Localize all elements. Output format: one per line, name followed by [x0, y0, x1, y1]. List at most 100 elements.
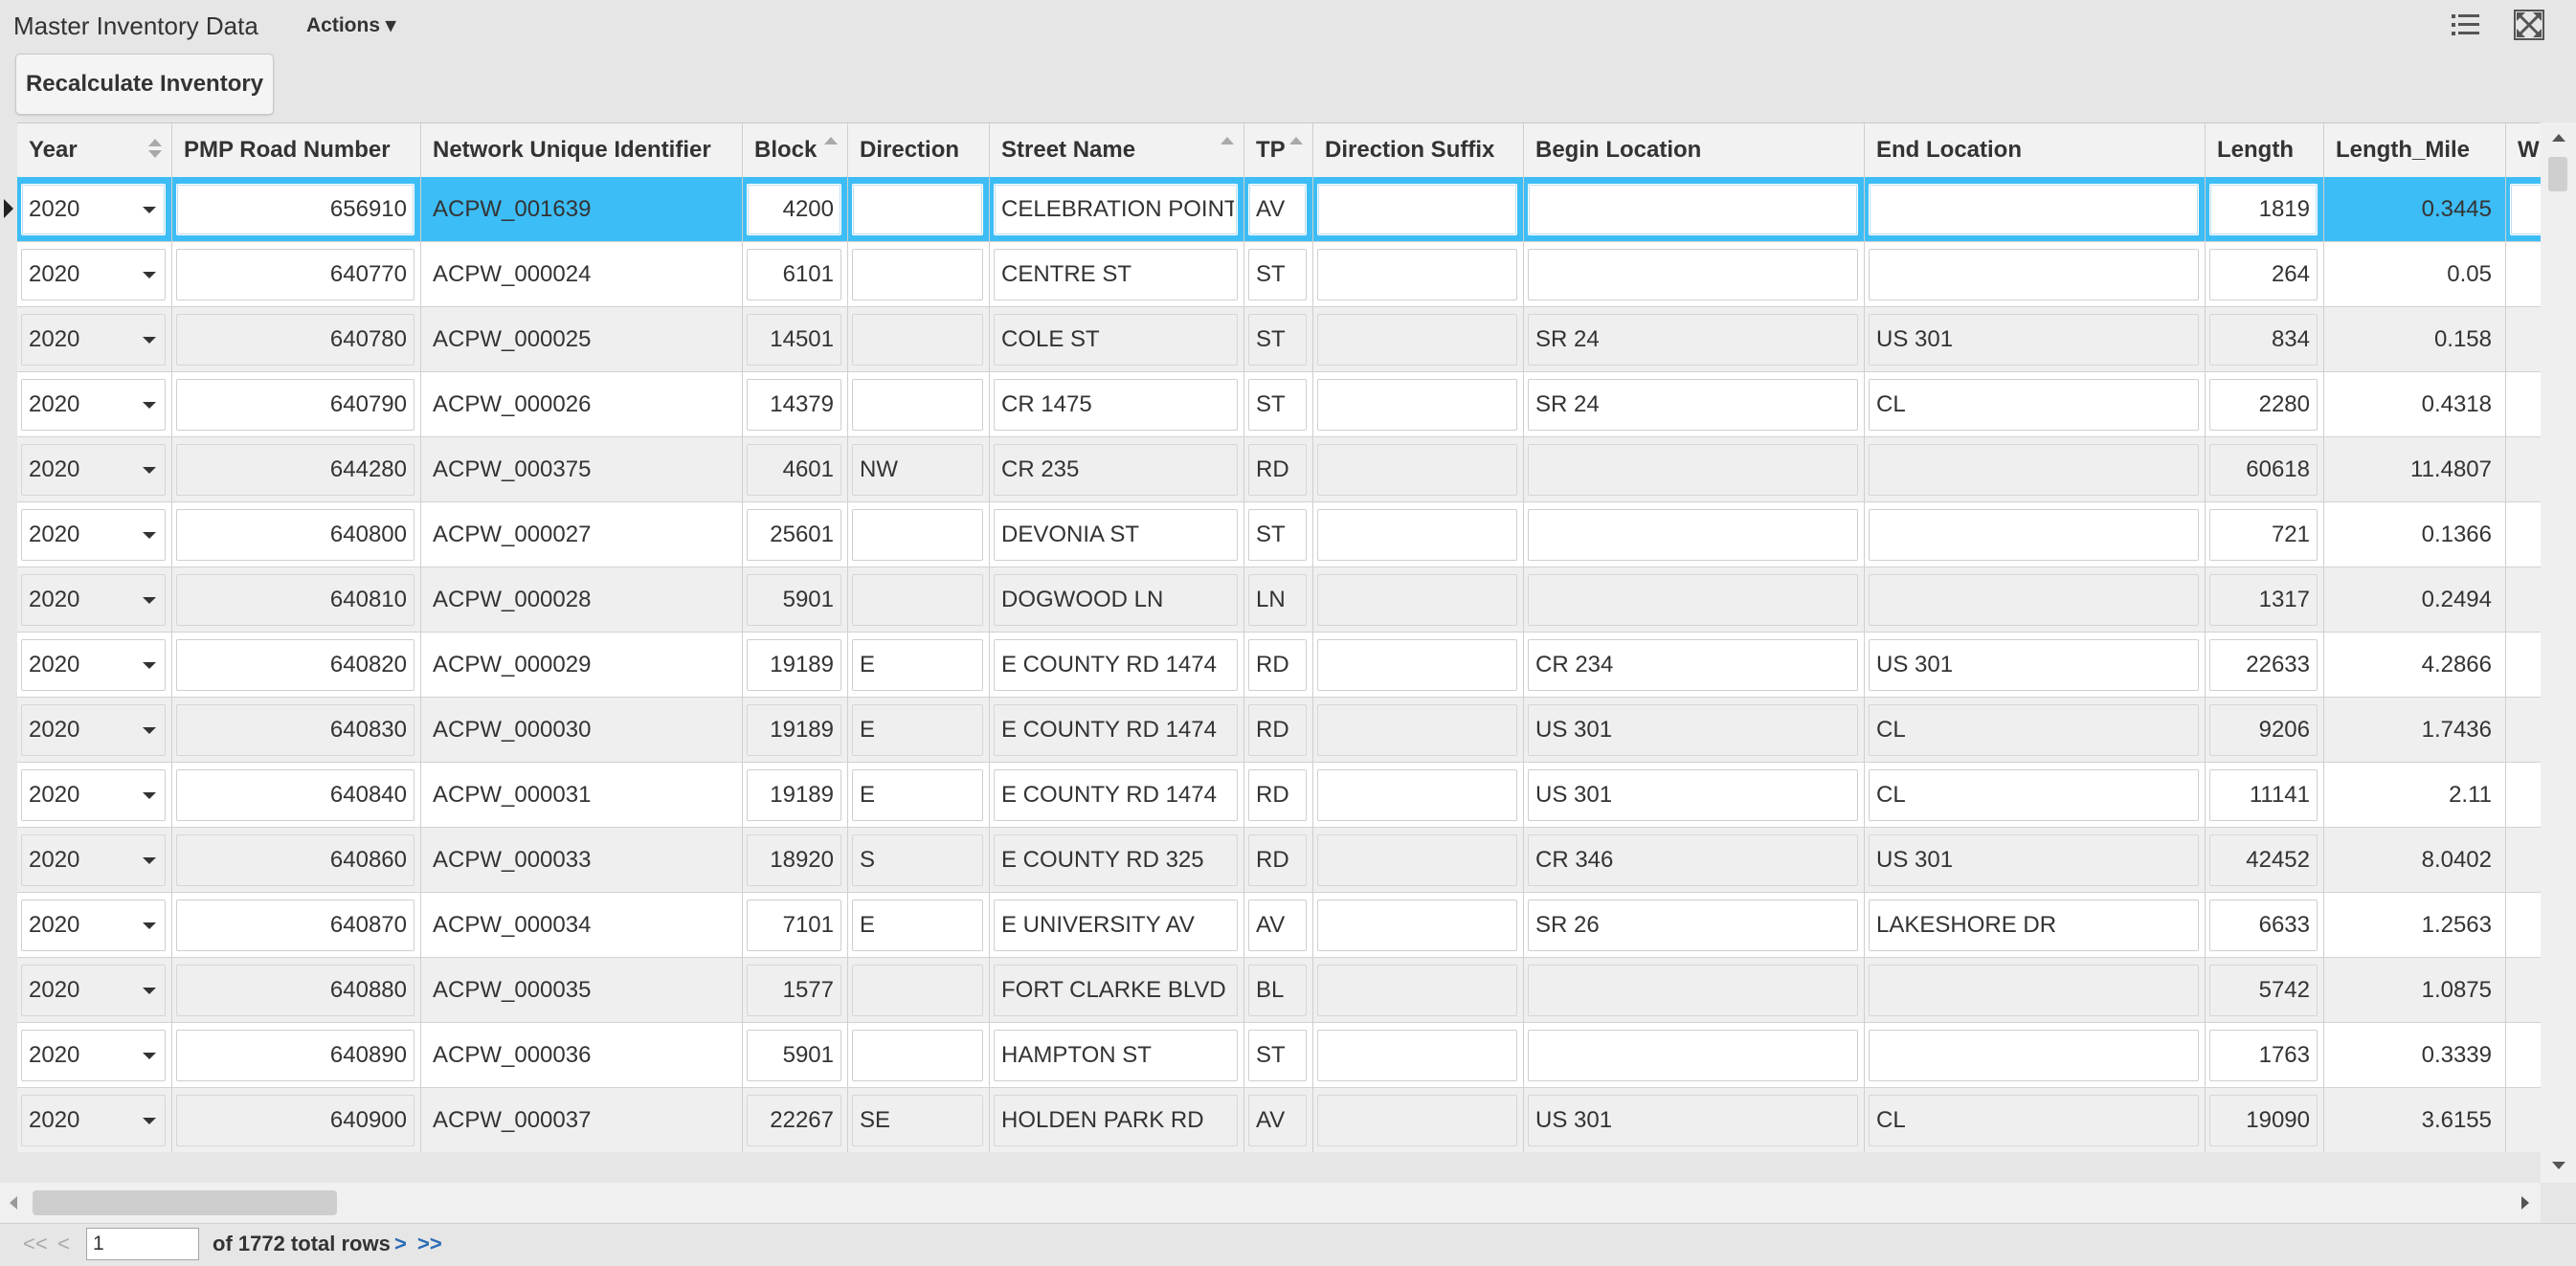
- cell-block[interactable]: 19189: [743, 698, 848, 762]
- cell-year[interactable]: 2020: [17, 1088, 172, 1152]
- cell-editor[interactable]: [176, 379, 414, 431]
- cell-editor[interactable]: [2209, 900, 2318, 951]
- cell-pmp[interactable]: 640800: [172, 502, 421, 566]
- cell-wi[interactable]: [2506, 177, 2541, 241]
- cell-nui[interactable]: ACPW_000035: [421, 958, 743, 1022]
- cell-pmp[interactable]: 640860: [172, 828, 421, 892]
- table-row[interactable]: 2020 640770 ACPW_000024 6101 CENTRE ST ST 264 0…: [17, 242, 2541, 307]
- cell-wi[interactable]: [2506, 567, 2541, 632]
- cell-wi[interactable]: [2506, 893, 2541, 957]
- cell-nui[interactable]: ACPW_000031: [421, 763, 743, 827]
- cell-length[interactable]: 11141: [2206, 763, 2324, 827]
- cell-begin[interactable]: [1524, 437, 1865, 501]
- cell-tp[interactable]: ST: [1244, 372, 1313, 436]
- chevron-down-icon[interactable]: [143, 792, 156, 799]
- cell-editor[interactable]: [747, 900, 841, 951]
- cell-editor[interactable]: [1869, 769, 2199, 821]
- cell-editor[interactable]: [1317, 639, 1517, 691]
- column-header-end[interactable]: End Location: [1865, 123, 2206, 177]
- table-row[interactable]: 2020 640820 ACPW_000029 19189 E E COUNTY RD 1…: [17, 633, 2541, 698]
- cell-street[interactable]: CENTRE ST: [990, 242, 1244, 306]
- vertical-scroll-thumb[interactable]: [2548, 157, 2567, 191]
- cell-length-mile[interactable]: 1.2563: [2324, 893, 2506, 957]
- cell-begin[interactable]: SR 24: [1524, 307, 1865, 371]
- cell-length-mile[interactable]: 1.7436: [2324, 698, 2506, 762]
- cell-end[interactable]: US 301: [1865, 633, 2206, 697]
- cell-street[interactable]: CR 1475: [990, 372, 1244, 436]
- cell-tp[interactable]: AV: [1244, 1088, 1313, 1152]
- cell-dirsuffix[interactable]: [1313, 958, 1524, 1022]
- table-row[interactable]: 2020 640810 ACPW_000028 5901 DOGWOOD LN LN 131…: [17, 567, 2541, 633]
- cell-pmp[interactable]: 640790: [172, 372, 421, 436]
- table-row-selected[interactable]: 2020 656910 ACPW_001639 4200 CELEBRATION POI…: [17, 177, 2541, 242]
- cell-length-mile[interactable]: 11.4807: [2324, 437, 2506, 501]
- cell-direction[interactable]: [848, 1023, 990, 1087]
- cell-editor[interactable]: [1248, 509, 1307, 561]
- cell-direction[interactable]: NW: [848, 437, 990, 501]
- cell-length-mile[interactable]: 0.4318: [2324, 372, 2506, 436]
- table-row[interactable]: 2020 640790 ACPW_000026 14379 CR 1475 ST SR 24…: [17, 372, 2541, 437]
- cell-tp[interactable]: LN: [1244, 567, 1313, 632]
- cell-editor[interactable]: [176, 834, 414, 886]
- column-header-pmp[interactable]: PMP Road Number: [172, 123, 421, 177]
- cell-block[interactable]: 4200: [743, 177, 848, 241]
- cell-editor[interactable]: [747, 314, 841, 366]
- cell-tp[interactable]: RD: [1244, 633, 1313, 697]
- cell-editor[interactable]: [1248, 834, 1307, 886]
- cell-nui[interactable]: ACPW_000027: [421, 502, 743, 566]
- cell-editor[interactable]: [1317, 965, 1517, 1016]
- chevron-down-icon[interactable]: [143, 1118, 156, 1124]
- column-header-tp[interactable]: TP: [1244, 123, 1313, 177]
- table-row[interactable]: 2020 640830 ACPW_000030 19189 E E COUNTY RD 1…: [17, 698, 2541, 763]
- cell-editor[interactable]: [1869, 314, 2199, 366]
- cell-editor[interactable]: [1528, 249, 1858, 300]
- table-row[interactable]: 2020 640890 ACPW_000036 5901 HAMPTON ST ST 176…: [17, 1023, 2541, 1088]
- chevron-down-icon[interactable]: [143, 1053, 156, 1059]
- year-select[interactable]: [21, 509, 166, 561]
- scroll-down-icon[interactable]: [2552, 1162, 2565, 1169]
- cell-begin[interactable]: US 301: [1524, 763, 1865, 827]
- cell-dirsuffix[interactable]: [1313, 698, 1524, 762]
- chevron-down-icon[interactable]: [143, 857, 156, 864]
- chevron-down-icon[interactable]: [143, 272, 156, 278]
- year-select[interactable]: [21, 900, 166, 951]
- cell-length-mile[interactable]: 4.2866: [2324, 633, 2506, 697]
- cell-direction[interactable]: E: [848, 698, 990, 762]
- cell-length[interactable]: 721: [2206, 502, 2324, 566]
- cell-length[interactable]: 1317: [2206, 567, 2324, 632]
- cell-editor[interactable]: [747, 1030, 841, 1081]
- actions-menu[interactable]: Actions ▾: [306, 14, 396, 36]
- cell-direction[interactable]: [848, 307, 990, 371]
- cell-editor[interactable]: [1869, 965, 2199, 1016]
- cell-editor[interactable]: [1248, 184, 1307, 235]
- cell-editor[interactable]: [176, 444, 414, 496]
- cell-year[interactable]: 2020: [17, 502, 172, 566]
- cell-direction[interactable]: E: [848, 893, 990, 957]
- column-header-wi[interactable]: Wi: [2506, 123, 2541, 177]
- table-row[interactable]: 2020 640840 ACPW_000031 19189 E E COUNTY RD 1…: [17, 763, 2541, 828]
- cell-editor[interactable]: [747, 444, 841, 496]
- cell-end[interactable]: CL: [1865, 763, 2206, 827]
- cell-block[interactable]: 18920: [743, 828, 848, 892]
- cell-editor[interactable]: [852, 1030, 983, 1081]
- cell-editor[interactable]: [1317, 834, 1517, 886]
- cell-wi[interactable]: [2506, 437, 2541, 501]
- cell-editor[interactable]: [176, 509, 414, 561]
- cell-length-mile[interactable]: 8.0402: [2324, 828, 2506, 892]
- sort-down-icon[interactable]: [148, 150, 162, 158]
- cell-pmp[interactable]: 640770: [172, 242, 421, 306]
- cell-editor[interactable]: [852, 900, 983, 951]
- chevron-down-icon[interactable]: [143, 662, 156, 669]
- cell-dirsuffix[interactable]: [1313, 1023, 1524, 1087]
- cell-tp[interactable]: RD: [1244, 698, 1313, 762]
- scroll-left-icon[interactable]: [10, 1196, 17, 1210]
- scroll-right-icon[interactable]: [2521, 1196, 2529, 1210]
- cell-begin[interactable]: [1524, 1023, 1865, 1087]
- table-row[interactable]: 2020 640780 ACPW_000025 14501 COLE ST ST SR 24…: [17, 307, 2541, 372]
- cell-length-mile[interactable]: 0.3339: [2324, 1023, 2506, 1087]
- cell-editor[interactable]: [2209, 769, 2318, 821]
- cell-editor[interactable]: [994, 704, 1238, 756]
- cell-block[interactable]: 19189: [743, 763, 848, 827]
- cell-editor[interactable]: [1248, 249, 1307, 300]
- cell-length-mile[interactable]: 0.1366: [2324, 502, 2506, 566]
